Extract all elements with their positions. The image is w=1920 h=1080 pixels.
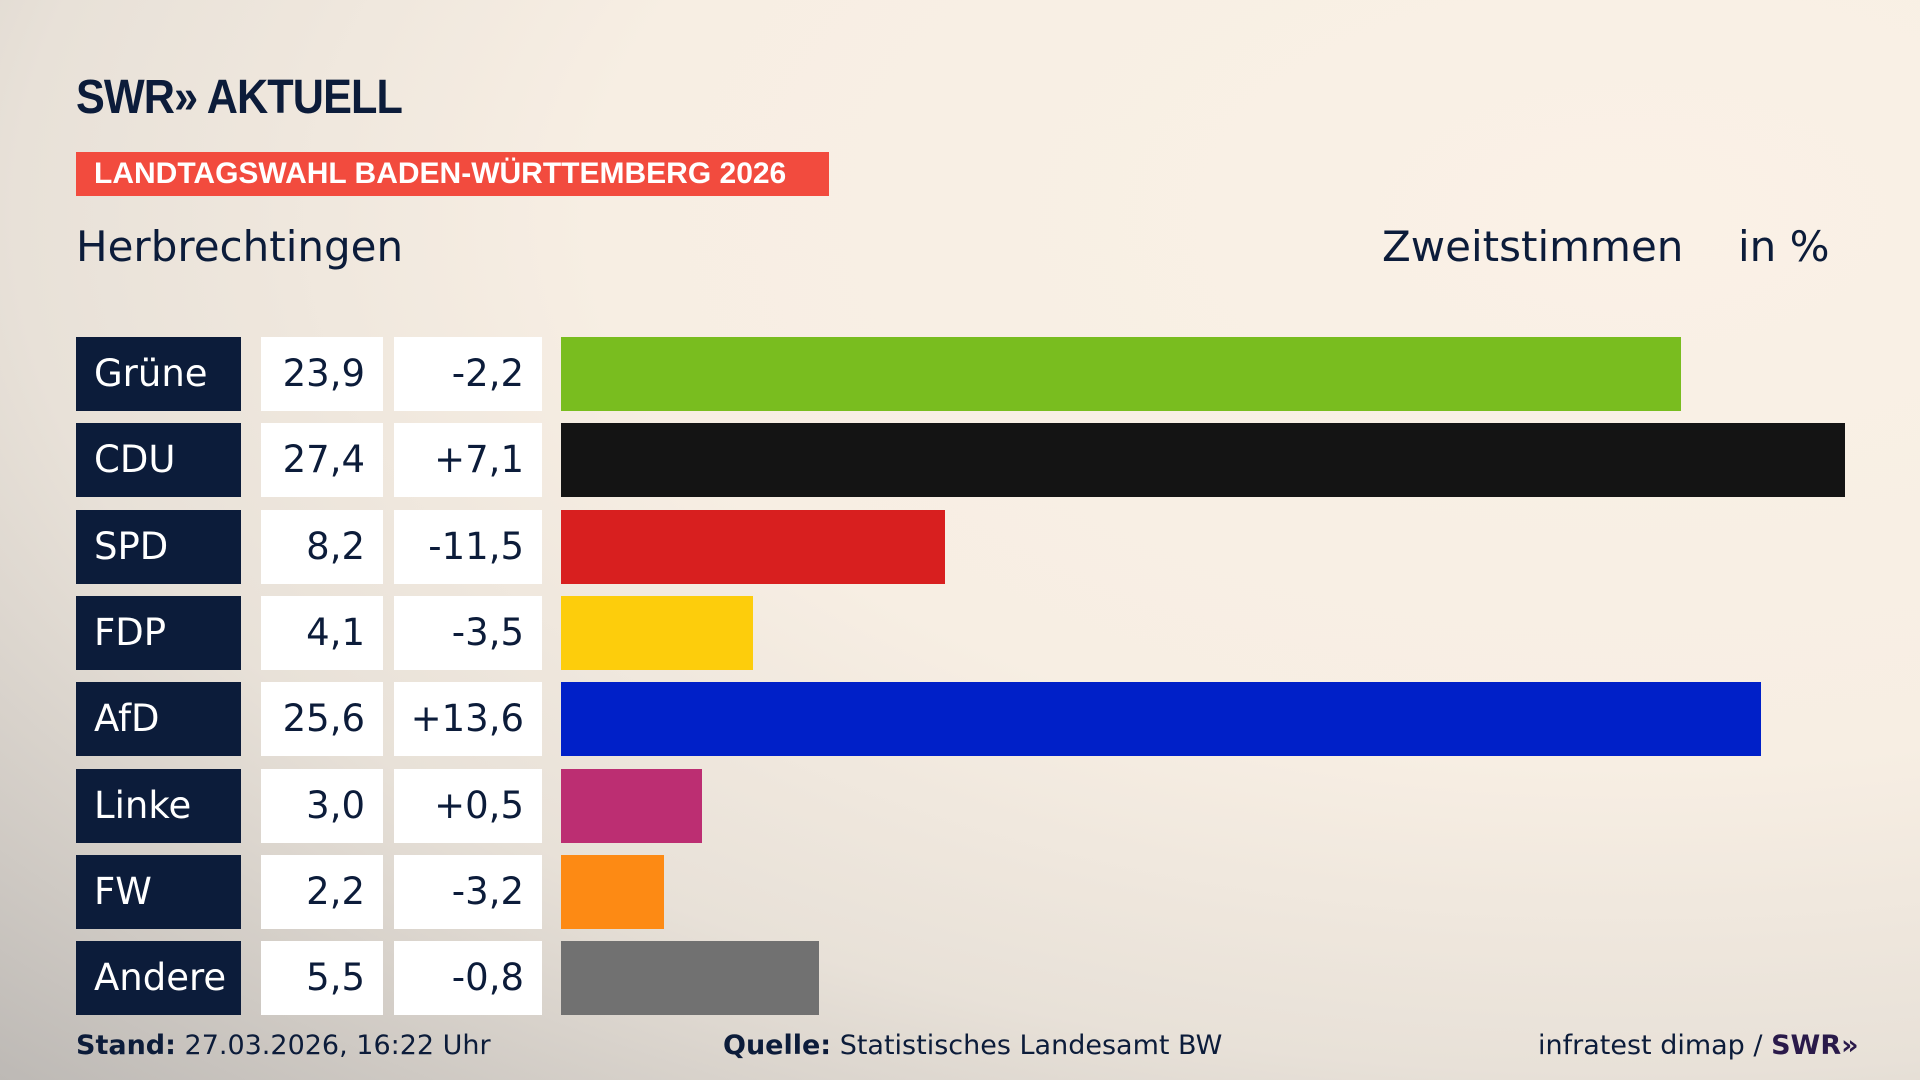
unit-label: in % [1738,222,1830,271]
party-diff: -3,2 [394,854,542,929]
party-value: 3,0 [261,768,383,843]
party-value: 25,6 [261,682,383,757]
party-bar [561,682,1761,757]
swr-aktuell-logo: SWR» AKTUELL [76,71,403,124]
party-bar [561,423,1845,498]
stand-value: 27.03.2026, 16:22 Uhr [184,1030,491,1061]
party-label: FDP [76,595,241,670]
party-diff: -3,5 [394,595,542,670]
party-diff: +7,1 [394,423,542,498]
party-diff: -11,5 [394,509,542,584]
party-label: FW [76,854,241,929]
party-label: Andere [76,941,241,1016]
party-label: SPD [76,509,241,584]
source-value: Statistisches Landesamt BW [839,1030,1223,1061]
party-diff: +13,6 [394,682,542,757]
party-value: 4,1 [261,595,383,670]
party-bar [561,941,819,1016]
credit-label: infratest dimap / [1538,1030,1763,1061]
party-bar [561,509,946,584]
place-title: Herbrechtingen [76,222,404,271]
party-value: 8,2 [261,509,383,584]
source-label: Quelle: [723,1030,832,1061]
party-value: 27,4 [261,423,383,498]
credit-text: infratest dimap / SWR» [1538,1030,1859,1061]
stand-text: Stand: 27.03.2026, 16:22 Uhr [76,1030,491,1061]
party-label: AfD [76,682,241,757]
party-bar [561,595,754,670]
party-value: 5,5 [261,941,383,1016]
stand-label: Stand: [76,1030,176,1061]
party-value: 2,2 [261,854,383,929]
source-text: Quelle: Statistisches Landesamt BW [723,1030,1222,1061]
party-label: Linke [76,768,241,843]
party-bar [561,337,1681,411]
party-bar [561,854,665,929]
party-diff: -2,2 [394,337,542,411]
vote-type-label: Zweitstimmen [1382,222,1684,271]
party-value: 23,9 [261,337,383,411]
party-diff: +0,5 [394,768,542,843]
party-diff: -0,8 [394,941,542,1016]
party-label: CDU [76,423,241,498]
election-banner: LANDTAGSWAHL BADEN-WÜRTTEMBERG 2026 [76,152,829,196]
party-label: Grüne [76,337,241,411]
party-bar [561,768,702,843]
swr-logo-small: SWR» [1771,1030,1859,1061]
